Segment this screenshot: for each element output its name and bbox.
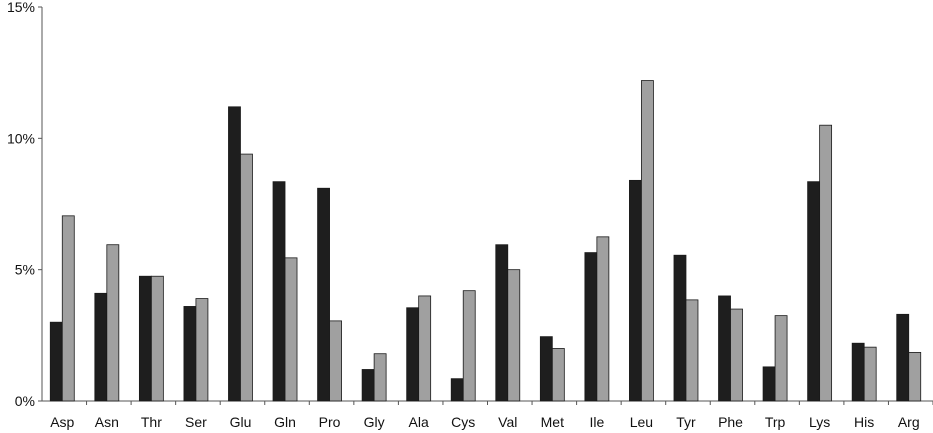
bar-dark-gly <box>361 369 375 402</box>
bar-dark-tyr <box>673 254 687 402</box>
bar-dark-lys <box>807 181 821 402</box>
x-tick-label: Ala <box>409 414 429 430</box>
bar-dark-asn <box>94 292 108 402</box>
bar-dark-ser <box>183 306 197 402</box>
bar-dark-gln <box>272 181 286 402</box>
x-tick-label: Glu <box>230 414 252 430</box>
x-tick-label: Leu <box>630 414 653 430</box>
bar-dark-cys <box>450 378 464 402</box>
x-tick-label: Phe <box>718 414 743 430</box>
bar-dark-asp <box>49 321 63 402</box>
y-axis: 0% 5% 10% 15% <box>7 0 43 409</box>
bar-dark-val <box>495 244 509 402</box>
bar-gray-tyr <box>685 299 699 402</box>
bar-gray-glu <box>240 153 253 402</box>
bar-gray-pro <box>329 320 342 402</box>
bar-gray-lys <box>819 124 833 402</box>
bar-gray-val <box>507 269 521 402</box>
bar-gray-leu <box>641 80 654 402</box>
y-tick-label: 5% <box>15 262 35 278</box>
bar-gray-ser <box>195 298 209 402</box>
x-tick-label: Trp <box>765 414 786 430</box>
x-tick-label: Ser <box>185 414 207 430</box>
x-tick-label: Asn <box>95 414 119 430</box>
x-tick-label: Gly <box>364 414 385 430</box>
bar-gray-trp <box>774 315 788 402</box>
bar-gray-arg <box>908 352 922 402</box>
bar-gray-ile <box>596 236 610 402</box>
bar-gray-asn <box>106 244 120 402</box>
bar-gray-his <box>863 346 877 402</box>
x-tick-label: Val <box>498 414 517 430</box>
x-tick-label: Tyr <box>676 414 696 430</box>
x-tick-label: Cys <box>451 414 475 430</box>
x-axis: Asp Asn Thr Ser Glu Gln Pro Gly Ala Cys Val Met Ile L… <box>42 400 933 430</box>
bar-dark-ala <box>406 307 420 402</box>
bar-dark-thr <box>138 275 152 402</box>
x-tick-label: Gln <box>274 414 296 430</box>
y-tick-label: 10% <box>7 130 35 146</box>
x-tick-label: Met <box>541 414 564 430</box>
bar-dark-arg <box>896 313 910 402</box>
x-tick-label: Lys <box>809 414 830 430</box>
bar-dark-pro <box>317 187 330 402</box>
bar-dark-ile <box>584 252 598 402</box>
bar-gray-ala <box>418 295 432 402</box>
bar-gray-gln <box>284 257 298 402</box>
y-tick-label: 0% <box>15 393 35 409</box>
bar-dark-phe <box>718 295 731 402</box>
x-tick-label: Arg <box>898 414 920 430</box>
bar-gray-thr <box>150 275 164 402</box>
bar-dark-trp <box>762 366 776 402</box>
bar-dark-leu <box>629 179 642 402</box>
bar-gray-gly <box>373 353 387 402</box>
bars <box>49 80 922 402</box>
x-tick-label: Ile <box>589 414 604 430</box>
bar-dark-met <box>539 336 553 402</box>
bar-gray-asp <box>61 215 75 402</box>
bar-dark-glu <box>228 106 241 402</box>
x-tick-label: Thr <box>141 414 162 430</box>
bar-gray-met <box>551 348 565 402</box>
x-tick-label: Pro <box>319 414 341 430</box>
y-tick-label: 15% <box>7 0 35 15</box>
bar-gray-cys <box>462 290 476 402</box>
x-tick-label: His <box>854 414 874 430</box>
bar-dark-his <box>851 342 865 402</box>
x-tick-label: Asp <box>50 414 74 430</box>
bar-gray-phe <box>730 308 743 402</box>
